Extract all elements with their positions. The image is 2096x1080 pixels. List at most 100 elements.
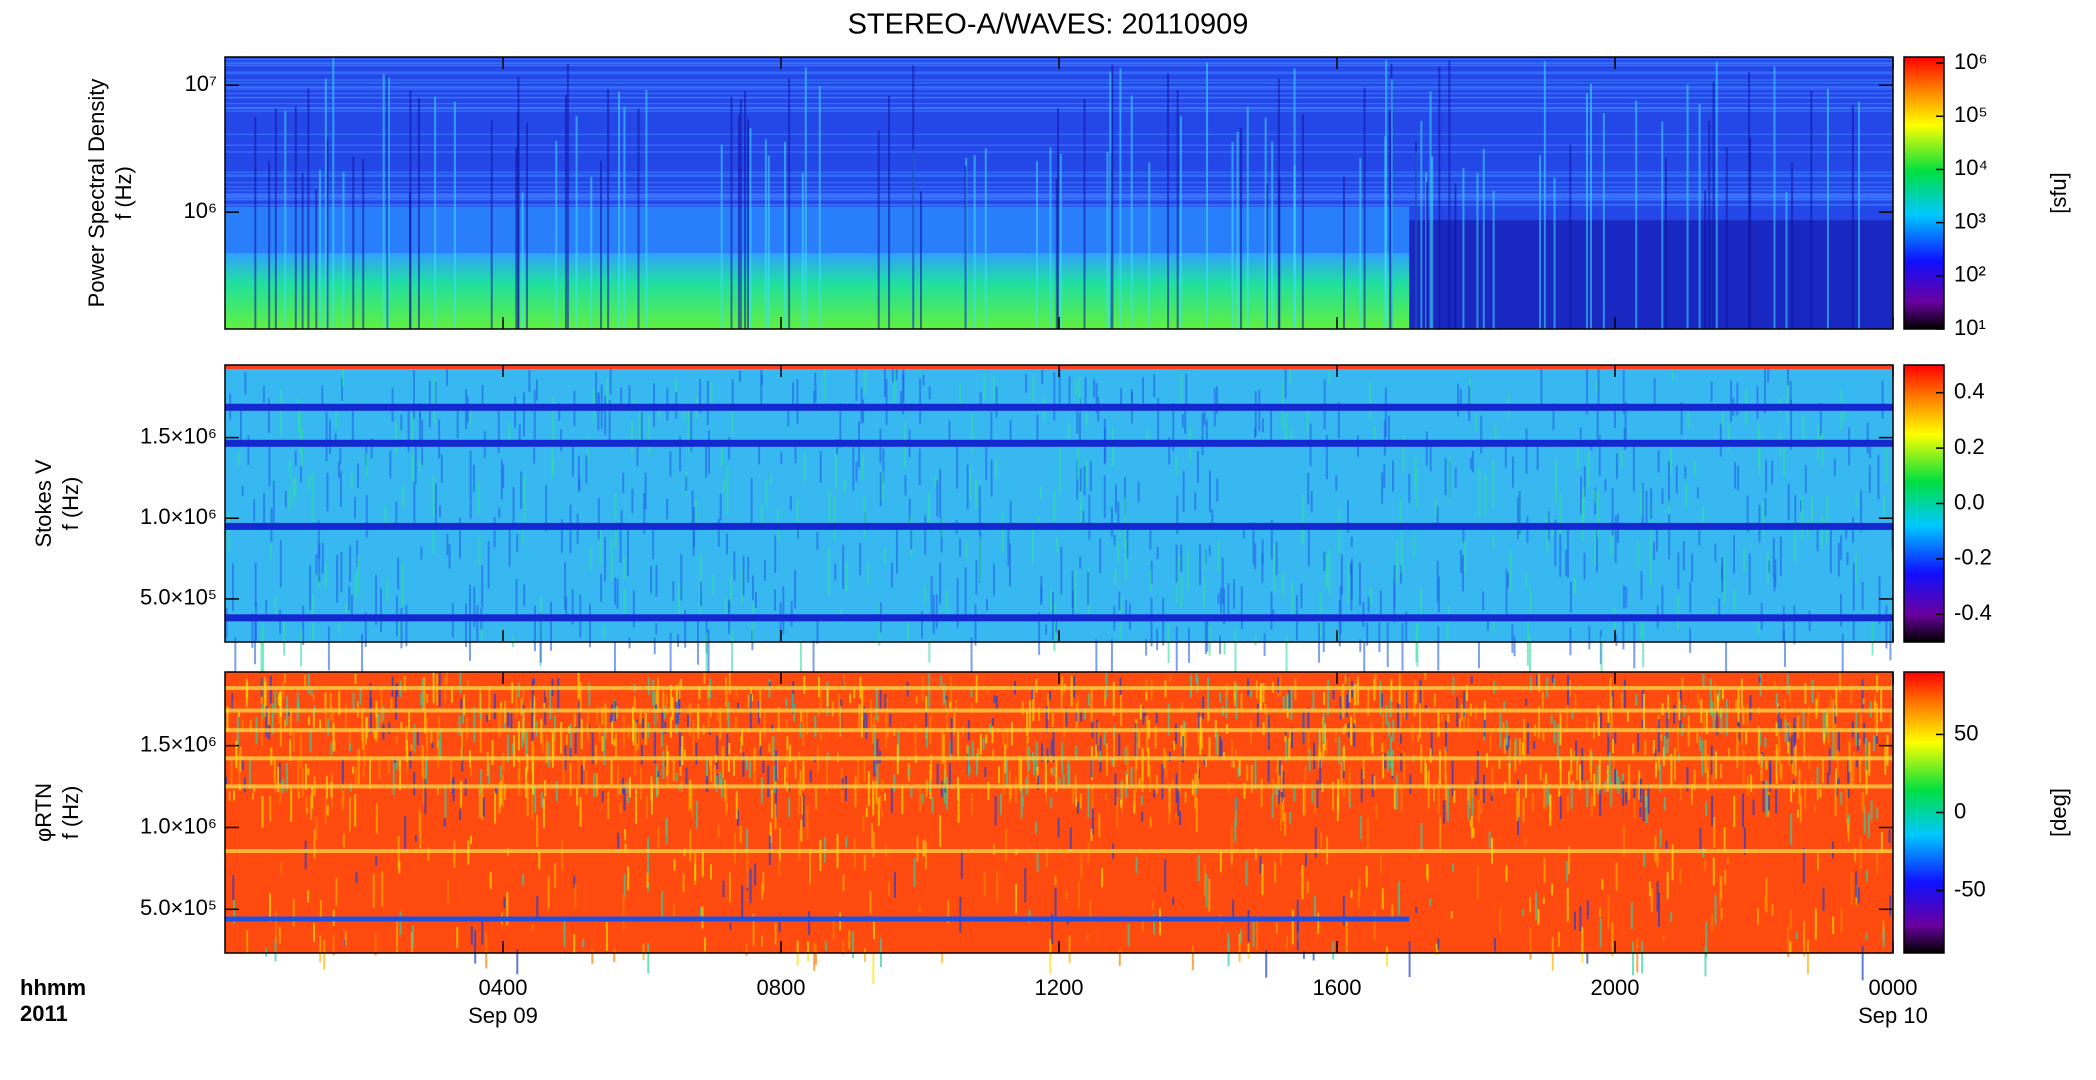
spectrogram-streak [1141, 757, 1144, 792]
spectrogram-streak [449, 759, 452, 793]
spectrogram-streak [1208, 879, 1211, 912]
spectrogram-streak [1389, 698, 1392, 718]
spectrogram-streak [1263, 633, 1266, 656]
spectrogram-streak [1581, 497, 1584, 542]
spectrogram-streak [769, 473, 772, 485]
spectrogram-streak [1325, 435, 1328, 479]
spectrogram-streak [309, 565, 312, 610]
spectrogram-streak [1659, 764, 1662, 792]
spectrogram-streak [1498, 759, 1501, 769]
spectrogram-streak [1396, 774, 1399, 810]
spectrogram-streak [1615, 862, 1618, 892]
spectrogram-streak [344, 931, 347, 946]
spectrogram-streak [1507, 735, 1510, 748]
spectrogram-streak [1540, 368, 1543, 409]
spectrogram-streak [624, 828, 627, 841]
spectrogram-streak [770, 789, 773, 819]
spectrogram-streak [486, 752, 489, 776]
spectrogram-streak [1187, 549, 1190, 589]
spectrogram-streak [600, 161, 603, 329]
spectrogram-streak [1862, 698, 1865, 705]
spectrogram-streak [1819, 789, 1822, 798]
spectrogram-streak [824, 941, 827, 951]
spectrogram-streak [552, 395, 555, 445]
spectrogram-streak [1477, 798, 1480, 823]
spectrogram-streak [380, 588, 383, 632]
spectrogram-streak [705, 632, 708, 671]
spectrogram-streak [578, 701, 581, 733]
spectrogram-streak [1091, 808, 1094, 835]
spectrogram-streak [1465, 684, 1468, 702]
spectrogram-streak [539, 613, 542, 663]
spectrogram-band [225, 849, 1893, 854]
spectrogram-streak [1339, 696, 1342, 720]
spectrogram-streak [525, 728, 528, 757]
spectrogram-streak [1771, 904, 1774, 917]
spectrogram-streak [1024, 868, 1027, 903]
spectrogram-streak [574, 884, 577, 908]
spectrogram-streak [946, 707, 949, 729]
spectrogram-band [225, 96, 1893, 99]
spectrogram-streak [1057, 817, 1060, 838]
spectrogram-streak [1763, 366, 1766, 414]
spectrogram-streak [1652, 739, 1655, 754]
spectrogram-streak [637, 108, 640, 330]
spectrogram-streak [1722, 687, 1725, 700]
spectrogram-streak [1379, 590, 1382, 617]
spectrogram-streak [689, 779, 692, 810]
spectrogram-streak [1543, 61, 1546, 330]
spectrogram-streak [764, 139, 767, 329]
colorbar-tick-label: 0.4 [1954, 379, 1985, 404]
spectrogram-streak [265, 599, 268, 622]
spectrogram-streak [1749, 138, 1752, 329]
spectrogram-streak [553, 729, 556, 757]
spectrogram-streak [1492, 190, 1495, 329]
spectrogram-streak [1448, 604, 1451, 624]
spectrogram-streak [597, 392, 600, 431]
spectrogram-streak [797, 779, 800, 815]
spectrogram-streak [631, 489, 634, 514]
spectrogram-streak [1389, 110, 1392, 329]
spectrogram-streak [616, 578, 619, 609]
spectrogram-streak [1746, 495, 1749, 533]
spectrogram-streak [306, 807, 309, 814]
spectrogram-streak [935, 594, 938, 629]
spectrogram-streak [271, 703, 274, 735]
spectrogram-streak [1769, 763, 1772, 783]
spectrogram-streak [582, 939, 585, 948]
spectrogram-streak [816, 531, 819, 551]
spectrogram-streak [398, 619, 401, 637]
spectrogram-streak [623, 557, 626, 580]
spectrogram-streak [333, 740, 336, 751]
spectrogram-streak [653, 637, 656, 655]
spectrogram-streak [279, 609, 282, 635]
spectrogram-streak [864, 369, 867, 394]
spectrogram-streak [1345, 694, 1348, 718]
spectrogram-streak [1680, 402, 1683, 435]
spectrogram-streak [1225, 682, 1228, 699]
spectrogram-streak [500, 702, 503, 709]
x-tick-label: 2000 [1591, 975, 1640, 1000]
spectrogram-streak [1645, 490, 1648, 528]
spectrogram-streak [1718, 875, 1721, 906]
spectrogram-streak [918, 905, 921, 913]
spectrogram-streak [1859, 756, 1862, 783]
spectrogram-streak [930, 576, 933, 615]
spectrogram-streak [1006, 727, 1009, 749]
spectrogram-streak [1385, 60, 1388, 330]
spectrogram-streak [825, 760, 828, 794]
spectrogram-streak [456, 406, 459, 439]
spectrogram-streak [1467, 784, 1470, 819]
spectrogram-streak [232, 563, 235, 612]
spectrogram-streak [230, 759, 233, 788]
spectrogram-streak [1059, 153, 1062, 329]
spectrogram-streak [1068, 935, 1071, 964]
spectrogram-streak [1396, 541, 1399, 586]
spectrogram-streak [1537, 909, 1540, 925]
spectrogram-streak [1660, 734, 1663, 741]
spectrogram-streak [959, 538, 962, 557]
spectrogram-streak [361, 633, 364, 675]
spectrogram-streak [1836, 749, 1839, 781]
spectrogram-streak [1049, 589, 1052, 613]
spectrogram-streak [395, 501, 398, 525]
